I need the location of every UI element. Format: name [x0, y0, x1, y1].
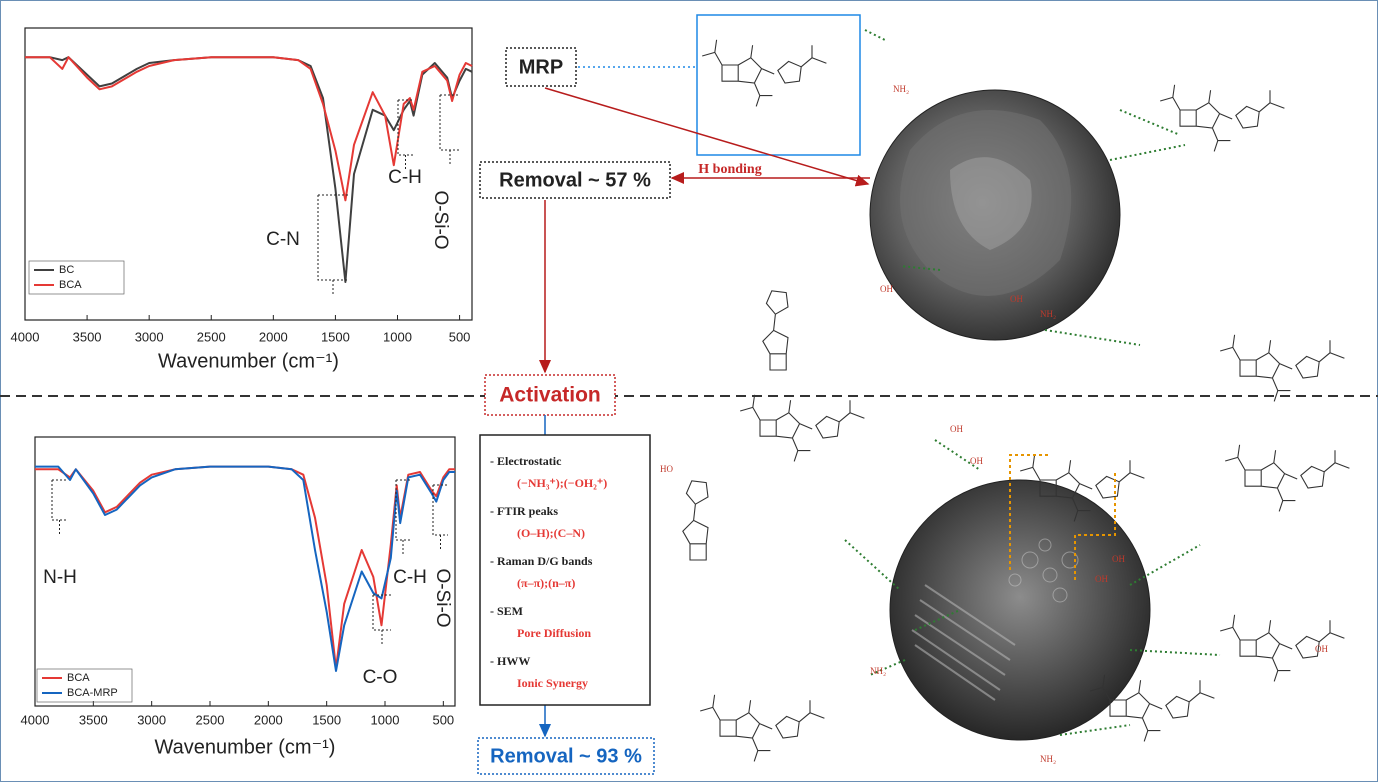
molecule: [700, 695, 824, 762]
mechanism-heading: - Raman D/G bands: [490, 554, 593, 568]
mechanism-heading: - SEM: [490, 604, 523, 618]
x-axis-label: Wavenumber (cm⁻¹): [155, 736, 336, 758]
legend-label: BCA: [59, 279, 82, 291]
bond: [1225, 445, 1349, 512]
x-tick-label: 1000: [383, 329, 412, 344]
x-tick-label: 1000: [371, 712, 400, 727]
bond: [683, 481, 708, 560]
atom-label: OH: [1010, 294, 1023, 304]
peak-bracket: [440, 95, 460, 165]
mechanism-detail: (π–π);(n–π): [517, 576, 575, 590]
atom-label: OH: [1095, 574, 1108, 584]
h-bond: [845, 540, 900, 590]
bond: [1160, 85, 1284, 152]
peak-bracket: [318, 195, 348, 295]
peak-label: O-Si-O: [432, 568, 453, 627]
x-tick-label: 4000: [21, 712, 50, 727]
bond: [1220, 335, 1344, 402]
plot-frame: [35, 437, 455, 706]
bond: [740, 395, 864, 462]
x-tick-label: 3000: [137, 712, 166, 727]
bond: [763, 291, 788, 370]
mrp-label: MRP: [519, 56, 563, 78]
bond: [702, 40, 826, 107]
frame: [1, 1, 1378, 782]
peak-label: N-H: [43, 567, 77, 588]
x-tick-label: 1500: [312, 712, 341, 727]
atom-label: OH: [1112, 554, 1125, 564]
h-bond: [1120, 110, 1180, 135]
molecule: [763, 291, 788, 370]
atom-label: OH: [1315, 644, 1328, 654]
legend-label: BCA: [67, 672, 90, 684]
h-bond: [1110, 145, 1185, 160]
atom-label: OH: [970, 456, 983, 466]
molecule-box: [697, 15, 860, 155]
peak-label: C-O: [363, 667, 398, 688]
mechanism-detail: Ionic Synergy: [517, 676, 588, 690]
x-tick-label: 2000: [254, 712, 283, 727]
molecule: [702, 40, 826, 107]
atom-label: HO: [660, 464, 673, 474]
removal-label: Removal ~ 93 %: [490, 745, 642, 767]
sem-image: [890, 480, 1150, 740]
activation-label: Activation: [499, 384, 601, 407]
removal-label: Removal ~ 57 %: [499, 169, 651, 191]
legend-label: BC: [59, 264, 74, 276]
molecule: [683, 481, 708, 560]
series-line: [35, 467, 455, 669]
x-tick-label: 2000: [259, 329, 288, 344]
h-bond: [1045, 330, 1140, 345]
h-bond: [865, 30, 885, 40]
x-tick-label: 3500: [79, 712, 108, 727]
x-tick-label: 1500: [321, 329, 350, 344]
x-tick-label: 4000: [11, 329, 40, 344]
peak-label: C-H: [388, 167, 422, 188]
series-line: [35, 467, 455, 671]
molecule: [740, 395, 864, 462]
atom-label: NH₂: [1040, 309, 1056, 319]
h-bonding-label: H bonding: [698, 162, 761, 177]
peak-bracket: [52, 480, 67, 535]
atom-label: NH₂: [870, 666, 886, 676]
atom-label: OH: [950, 424, 963, 434]
mechanism-detail: Pore Diffusion: [517, 626, 591, 640]
atom-label: NH₂: [893, 84, 909, 94]
molecule: [1225, 445, 1349, 512]
peak-label: C-H: [393, 567, 427, 588]
x-tick-label: 500: [432, 712, 454, 727]
peak-label: O-Si-O: [430, 190, 451, 249]
x-tick-label: 2500: [197, 329, 226, 344]
x-axis-label: Wavenumber (cm⁻¹): [158, 350, 339, 372]
x-tick-label: 2500: [196, 712, 225, 727]
x-tick-label: 3500: [73, 329, 102, 344]
legend-label: BCA-MRP: [67, 687, 118, 699]
molecule: [1160, 85, 1284, 152]
bond: [700, 695, 824, 762]
x-tick-label: 500: [449, 329, 471, 344]
figure: 4000 3500 3000 2500 2000 1500 1000 500 Wavenumbe…: [0, 0, 1378, 782]
mechanism-heading: - HWW: [490, 654, 530, 668]
peak-label: C-N: [266, 229, 300, 250]
mechanism-detail: (−NH₃⁺);(−OH₂⁺): [517, 476, 607, 490]
mechanism-heading: - Electrostatic: [490, 454, 562, 468]
peak-bracket: [398, 100, 413, 170]
mechanism-detail: (O–H);(C–N): [517, 526, 585, 540]
atom-label: OH: [880, 284, 893, 294]
charts: 4000 3500 3000 2500 2000 1500 1000 500 Wavenumbe…: [11, 28, 472, 758]
atom-label: NH₂: [1040, 754, 1056, 764]
mechanism-heading: - FTIR peaks: [490, 504, 558, 518]
molecule: [1220, 335, 1344, 402]
x-tick-label: 3000: [135, 329, 164, 344]
